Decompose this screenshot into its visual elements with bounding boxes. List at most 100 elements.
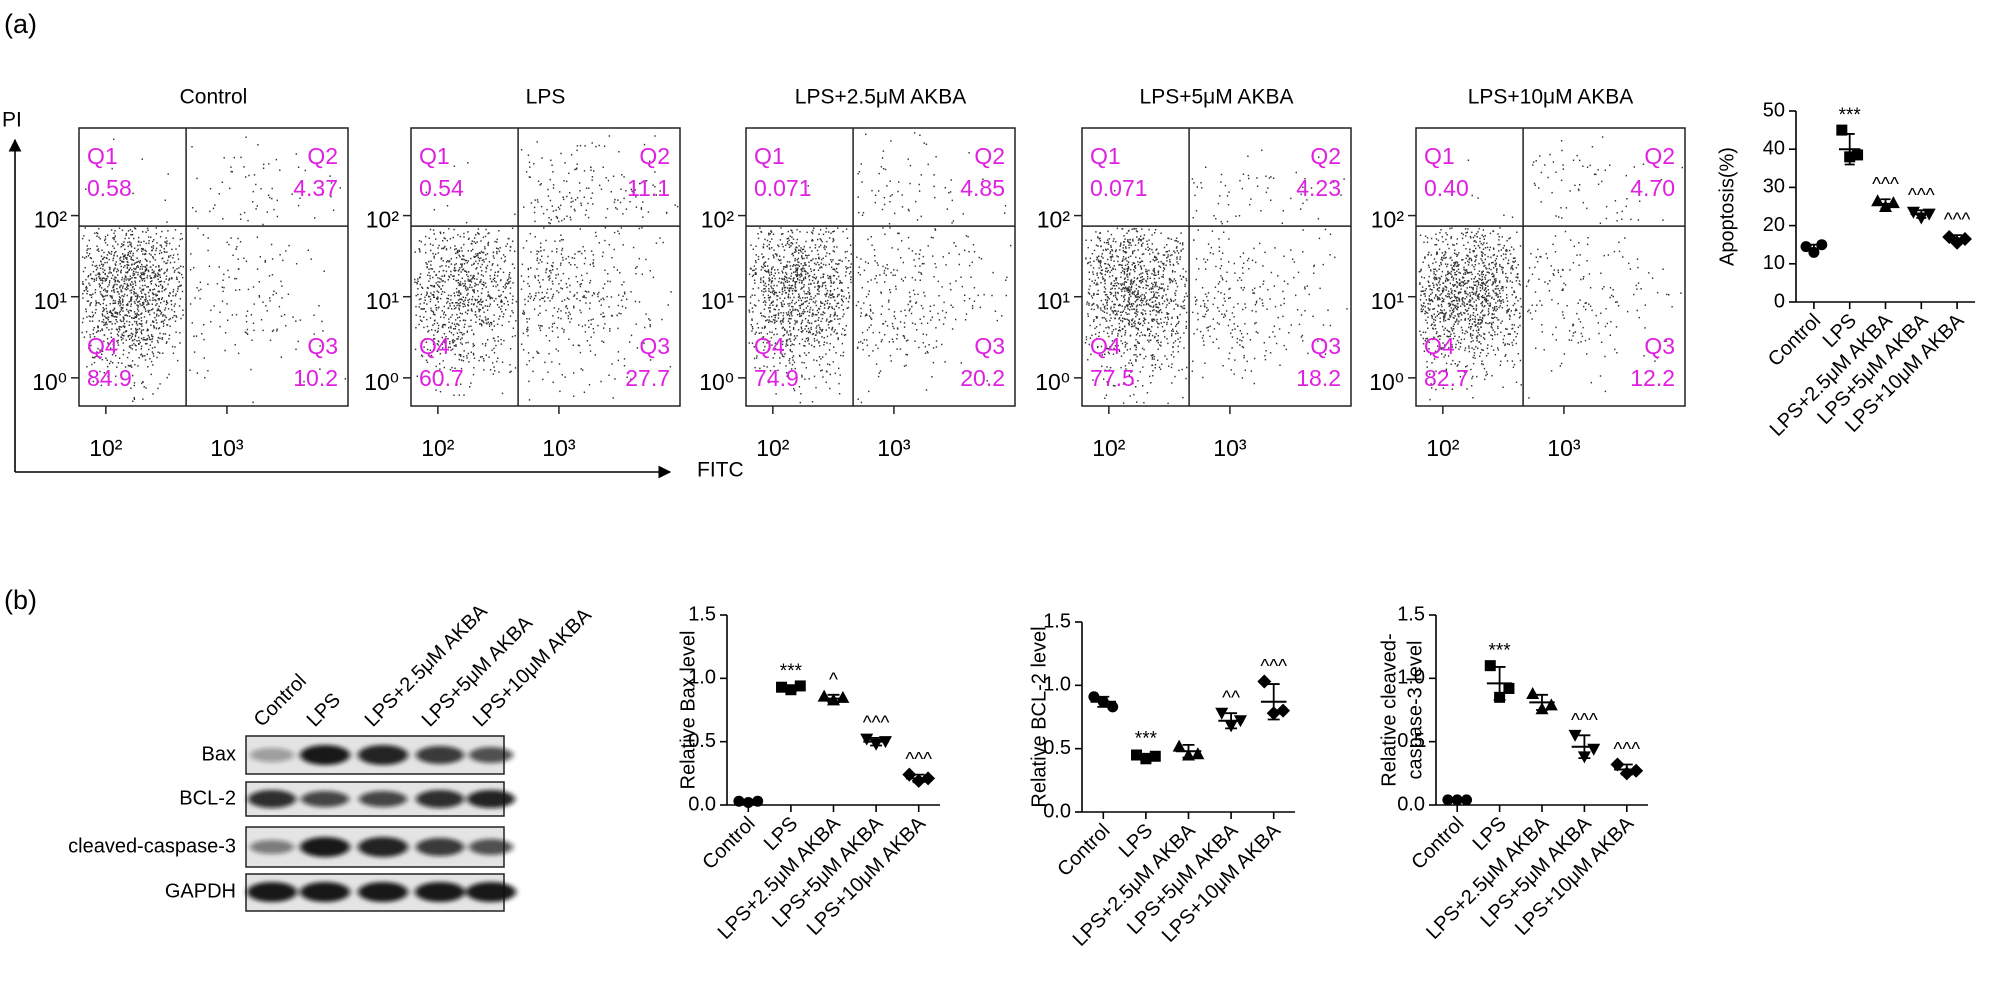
data-point (1503, 682, 1515, 694)
data-point (1276, 703, 1291, 718)
y-tick-label: 1.5 (688, 603, 716, 625)
data-point (921, 771, 936, 786)
quadrant-value: 60.7 (419, 365, 464, 391)
y-tick-label: 50 (1763, 99, 1785, 121)
y-axis-title: Relative Bax level (677, 631, 699, 790)
y-tick-label: 10⁰ (1035, 369, 1070, 395)
x-tick-label: 10³ (210, 435, 244, 461)
y-tick-label: 1.5 (1397, 603, 1425, 625)
y-tick-label: 1.0 (1397, 667, 1425, 689)
quadrant-name: Q4 (1090, 333, 1121, 359)
data-point (1816, 239, 1828, 251)
y-tick-label: 0.0 (1397, 793, 1425, 815)
quadrant-value: 0.071 (1090, 175, 1148, 201)
y-tick-label: 10² (366, 207, 400, 233)
x-tick-label: 10³ (1213, 435, 1247, 461)
data-point (1107, 701, 1119, 713)
quadrant-value: 27.7 (625, 365, 670, 391)
quadrant-value: 74.9 (754, 365, 799, 391)
data-point (1587, 743, 1601, 756)
quadrant-value: 20.2 (960, 365, 1005, 391)
y-tick-label: 0.0 (1043, 800, 1071, 822)
data-point (785, 684, 797, 696)
x-tick-label: 10² (1426, 435, 1460, 461)
data-point (1808, 246, 1820, 258)
plot-frame (78, 127, 349, 407)
blot-strip (245, 735, 513, 775)
y-tick-label: 0.5 (1043, 737, 1071, 759)
data-point (1906, 206, 1920, 219)
data-point (1461, 794, 1473, 806)
quadrant-name: Q3 (639, 333, 670, 359)
y-tick-label: 10¹ (1371, 288, 1405, 314)
significance-label: ^ (829, 670, 838, 691)
data-point (1871, 194, 1885, 207)
y-axis-title: caspase-3 level (1404, 641, 1426, 780)
data-point (1800, 241, 1812, 253)
quadrant-name: Q1 (1090, 143, 1121, 169)
data-point (1568, 729, 1582, 742)
x-tick-label: 10² (421, 435, 455, 461)
chart-title: LPS+10μM AKBA (1468, 86, 1634, 109)
blot-strip (245, 781, 515, 817)
plot-frame (410, 127, 681, 407)
x-tick-label: 10² (89, 435, 123, 461)
x-axis-title: FITC (697, 459, 744, 482)
data-point (752, 795, 764, 807)
quadrant-value: 18.2 (1296, 365, 1341, 391)
y-tick-label: 10¹ (366, 288, 400, 314)
x-tick-label: 10² (1092, 435, 1126, 461)
significance-label: ^^^ (1260, 657, 1287, 678)
data-point (1172, 739, 1186, 752)
quadrant-value: 0.071 (754, 175, 812, 201)
event-cloud (414, 135, 679, 401)
quadrant-name: Q2 (639, 143, 670, 169)
quadrant-value: 82.7 (1424, 365, 1469, 391)
y-tick-label: 10² (1371, 207, 1405, 233)
chart-title: LPS (526, 86, 566, 109)
y-axis-title: Relative BCL-2 level (1028, 626, 1050, 807)
data-point (1191, 747, 1205, 760)
data-point (817, 689, 831, 702)
y-tick-label: 10⁰ (1369, 369, 1404, 395)
data-point (860, 733, 874, 746)
quadrant-name: Q3 (307, 333, 338, 359)
data-point (1182, 748, 1195, 761)
data-point (1577, 751, 1591, 764)
significance-label: ^^ (1222, 688, 1240, 709)
y-tick-label: 10¹ (701, 288, 735, 314)
data-point (1224, 720, 1238, 733)
significance-label: ^^^ (1872, 174, 1899, 195)
y-tick-label: 10⁰ (32, 369, 67, 395)
data-point (902, 767, 917, 782)
blot-row-label: BCL-2 (179, 787, 236, 809)
data-point (1922, 208, 1936, 221)
quadrant-value: 11.1 (627, 175, 670, 201)
panel-label: (b) (4, 585, 37, 615)
y-tick-label: 1.0 (1043, 674, 1071, 696)
data-point (1886, 196, 1900, 209)
blot-strip (245, 873, 516, 912)
x-tick-label: Control (1053, 820, 1114, 881)
data-point (776, 681, 788, 693)
data-point (1610, 757, 1625, 772)
significance-label: ^^^ (1944, 210, 1971, 231)
y-tick-label: 0.0 (688, 793, 716, 815)
data-point (836, 690, 850, 703)
y-tick-label: 1.5 (1043, 610, 1071, 632)
western-blot: Bax BCL-2 cleaved-caspase-3 GAPDH Contro… (68, 600, 596, 912)
y-tick-label: 10² (1037, 207, 1071, 233)
y-tick-label: 20 (1763, 214, 1785, 236)
x-tick-label: 10² (756, 435, 790, 461)
data-point (1215, 707, 1229, 720)
quadrant-name: Q2 (1310, 143, 1341, 169)
quadrant-name: Q3 (1310, 333, 1341, 359)
quadrant-name: Q4 (1424, 333, 1455, 359)
significance-label: *** (1135, 729, 1158, 750)
quadrant-name: Q3 (1644, 333, 1675, 359)
data-point (1914, 212, 1928, 225)
blot-row-label: cleaved-caspase-3 (68, 835, 236, 857)
blot-row-label: Bax (202, 743, 236, 765)
significance-label: ^^^ (863, 713, 890, 734)
data-point (1957, 231, 1972, 246)
